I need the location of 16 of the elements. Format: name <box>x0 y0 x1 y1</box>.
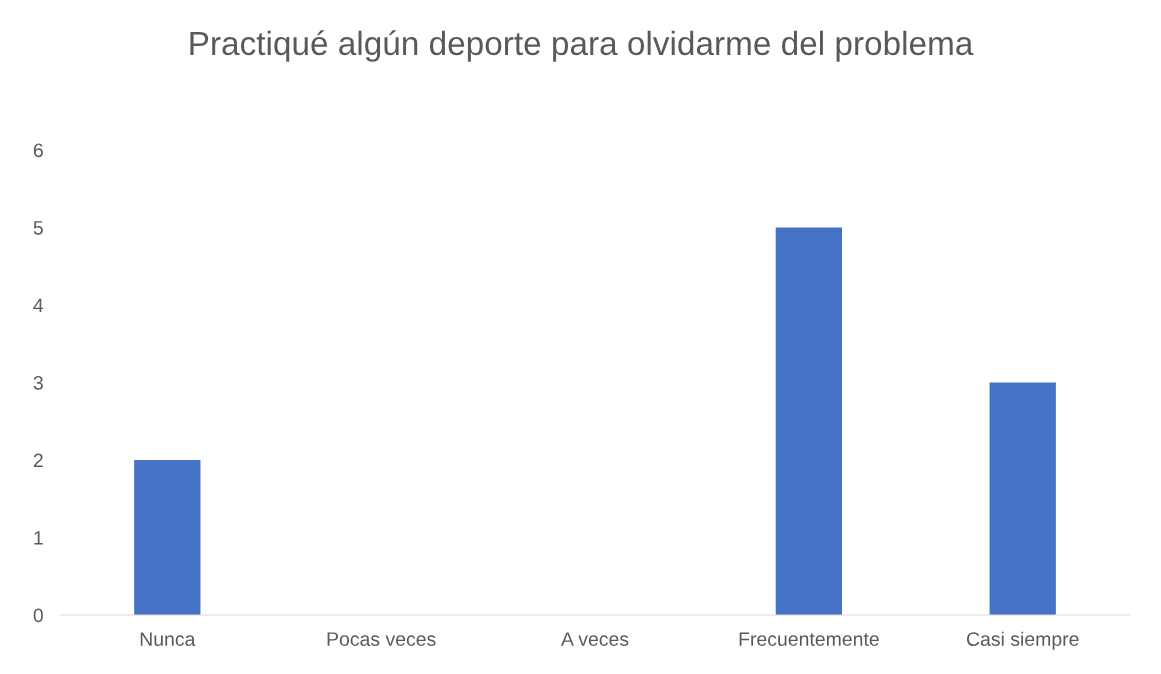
y-tick-label: 1 <box>34 531 43 545</box>
x-tick-label: Nunca <box>140 632 196 646</box>
x-tick-label: Casi siempre <box>966 631 1079 650</box>
bar <box>134 460 201 616</box>
y-tick-label: 3 <box>33 375 43 390</box>
y-tick-label: 0 <box>33 608 43 623</box>
bar <box>775 227 843 616</box>
y-tick-label: 6 <box>33 143 43 158</box>
y-tick-label: 2 <box>33 453 43 468</box>
chart-title: Practiqué algún deporte para olvidarme del problema <box>190 30 974 62</box>
x-tick-label: Frecuentemente <box>739 632 879 646</box>
x-tick-label: Pocas veces <box>327 632 436 646</box>
x-tick-label: A veces <box>561 632 629 646</box>
bar <box>989 382 1056 616</box>
y-tick-label: 4 <box>33 298 44 313</box>
y-tick-label: 5 <box>33 221 43 235</box>
